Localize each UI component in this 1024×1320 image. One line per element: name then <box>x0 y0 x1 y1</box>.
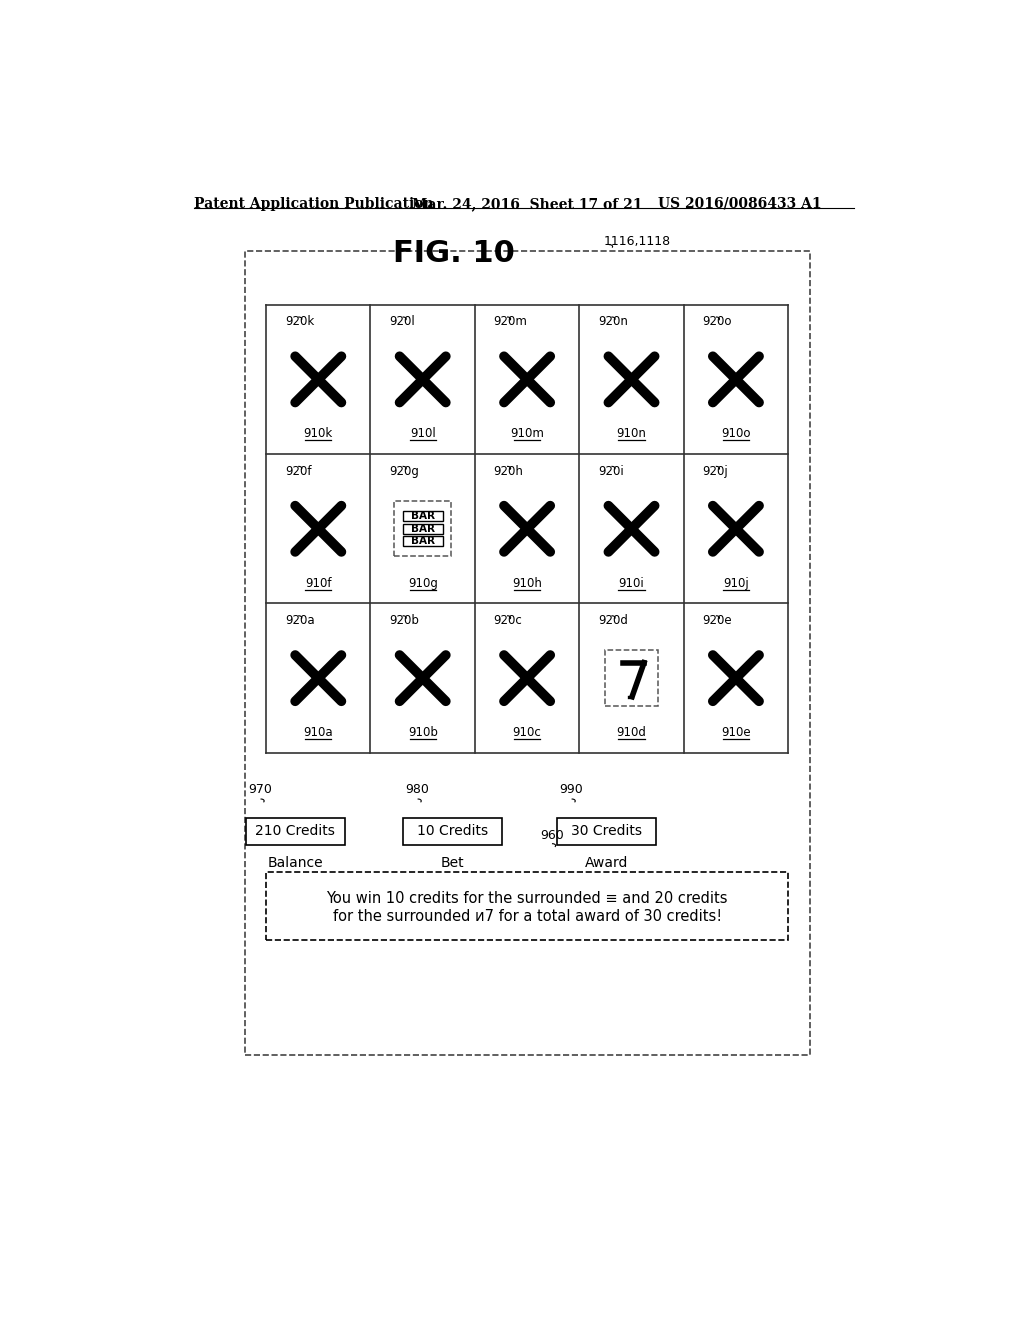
Text: 920f: 920f <box>285 465 311 478</box>
Bar <box>266 873 788 940</box>
Text: 920c: 920c <box>494 614 522 627</box>
Text: US 2016/0086433 A1: US 2016/0086433 A1 <box>658 197 821 211</box>
Bar <box>605 651 657 706</box>
Text: 210 Credits: 210 Credits <box>255 825 335 838</box>
Text: 920m: 920m <box>494 315 527 329</box>
Bar <box>402 536 442 546</box>
Text: 920k: 920k <box>285 315 314 329</box>
Bar <box>557 817 655 845</box>
Text: 910b: 910b <box>408 726 437 739</box>
Bar <box>245 251 810 1056</box>
Text: 30 Credits: 30 Credits <box>571 825 642 838</box>
Text: 990: 990 <box>559 783 584 796</box>
Text: Mar. 24, 2016  Sheet 17 of 21: Mar. 24, 2016 Sheet 17 of 21 <box>412 197 642 211</box>
Text: 920g: 920g <box>389 465 419 478</box>
Text: 910k: 910k <box>304 428 333 441</box>
Text: 910f: 910f <box>305 577 332 590</box>
Text: 960: 960 <box>541 829 564 842</box>
Text: 910e: 910e <box>721 726 751 739</box>
Text: 970: 970 <box>249 783 272 796</box>
Text: 910i: 910i <box>618 577 644 590</box>
Text: 920i: 920i <box>598 465 624 478</box>
Bar <box>402 524 442 533</box>
Text: 910c: 910c <box>513 726 542 739</box>
Text: Award: Award <box>585 857 628 870</box>
Text: 920o: 920o <box>702 315 732 329</box>
Text: 910o: 910o <box>721 428 751 441</box>
Text: 910l: 910l <box>410 428 435 441</box>
Text: 10 Credits: 10 Credits <box>417 825 488 838</box>
Text: 910m: 910m <box>510 428 544 441</box>
Text: for the surrounded ͷ7 for a total award of 30 credits!: for the surrounded ͷ7 for a total award … <box>333 909 722 924</box>
Text: BAR: BAR <box>411 511 435 521</box>
Text: 920e: 920e <box>702 614 732 627</box>
Text: 920l: 920l <box>389 315 415 329</box>
Text: 920n: 920n <box>598 315 628 329</box>
Text: 920j: 920j <box>702 465 728 478</box>
Text: 910a: 910a <box>303 726 333 739</box>
Text: 910g: 910g <box>408 577 437 590</box>
Text: BAR: BAR <box>411 524 435 533</box>
Bar <box>246 817 345 845</box>
Text: 920a: 920a <box>285 614 314 627</box>
Bar <box>394 502 452 557</box>
Text: Patent Application Publication: Patent Application Publication <box>194 197 433 211</box>
Text: Bet: Bet <box>440 857 464 870</box>
Text: 1116,1118: 1116,1118 <box>604 235 672 248</box>
Text: 980: 980 <box>406 783 429 796</box>
Bar <box>403 817 502 845</box>
Text: Balance: Balance <box>267 857 324 870</box>
Text: 910d: 910d <box>616 726 646 739</box>
Text: You win 10 credits for the surrounded ≡ and 20 credits: You win 10 credits for the surrounded ≡ … <box>327 891 728 906</box>
Text: 920b: 920b <box>389 614 419 627</box>
Text: 910j: 910j <box>723 577 749 590</box>
Text: BAR: BAR <box>411 536 435 546</box>
Text: 910n: 910n <box>616 428 646 441</box>
Bar <box>402 511 442 521</box>
Text: 910h: 910h <box>512 577 542 590</box>
Text: 920d: 920d <box>598 614 628 627</box>
Text: FIG. 10: FIG. 10 <box>393 239 515 268</box>
Text: 920h: 920h <box>494 465 523 478</box>
